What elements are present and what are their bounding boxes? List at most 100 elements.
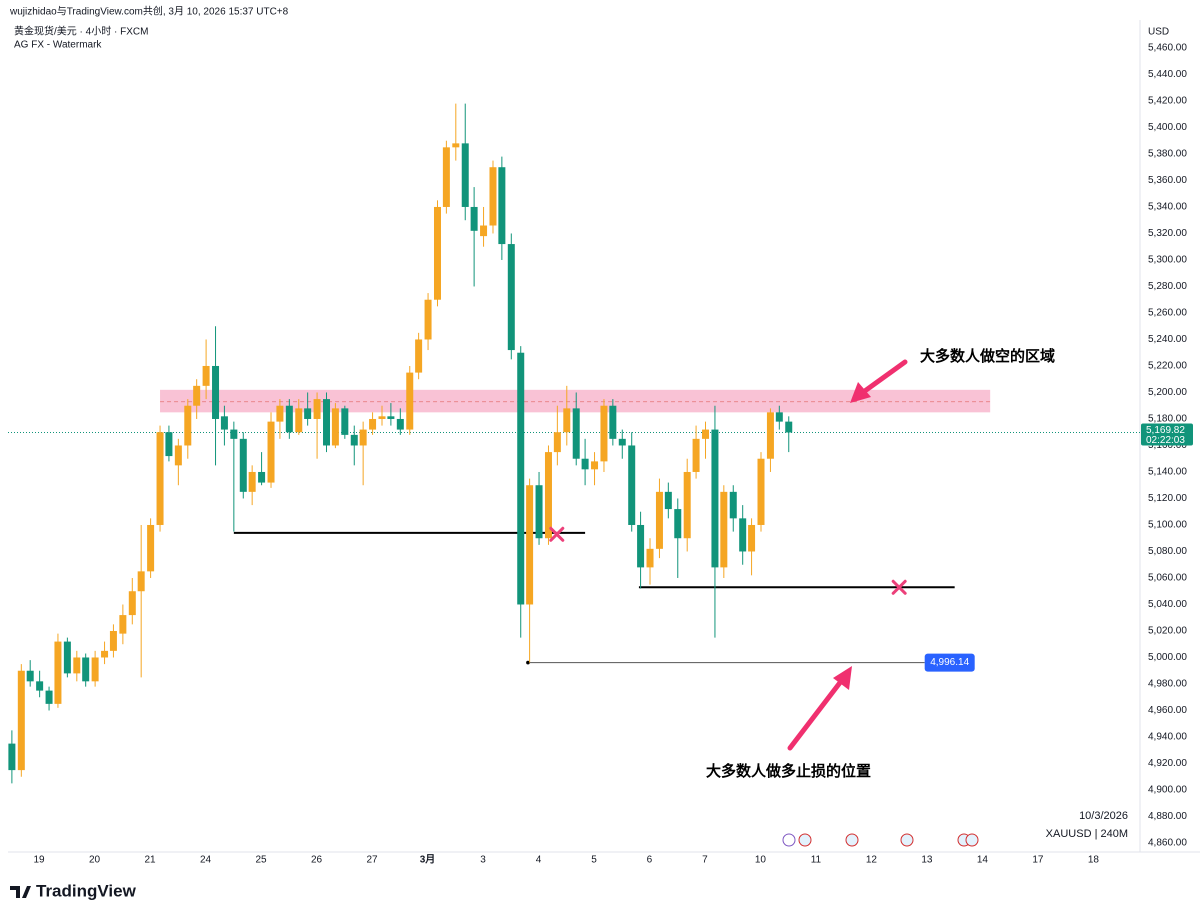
y-tick-label: 5,080.00: [1148, 546, 1187, 557]
y-tick-label: 5,400.00: [1148, 122, 1187, 133]
x-tick-label: 27: [366, 855, 378, 866]
date: 10/3/2026: [1079, 810, 1128, 822]
y-tick-label: 5,220.00: [1148, 361, 1187, 372]
candle-body: [461, 143, 469, 207]
y-tick-label: 5,200.00: [1148, 387, 1187, 398]
y-tick-label: 5,240.00: [1148, 334, 1187, 345]
y-tick-label: 5,020.00: [1148, 626, 1187, 637]
low-label: 4,996.14: [930, 657, 969, 668]
candle-body: [202, 365, 210, 386]
y-tick-label: 5,060.00: [1148, 573, 1187, 584]
candle-body: [396, 418, 404, 430]
candle-body: [147, 524, 155, 572]
indicator: AG FX - Watermark: [14, 40, 102, 51]
candle-body: [757, 458, 765, 525]
candle-body: [304, 408, 312, 419]
candle-body: [128, 591, 136, 616]
candle-body: [119, 615, 127, 634]
low-label-box: [924, 653, 975, 672]
candle-body: [323, 399, 331, 446]
y-tick-label: 4,940.00: [1148, 732, 1187, 743]
candle-body: [359, 429, 367, 446]
y-tick-label: 4,920.00: [1148, 758, 1187, 769]
x-tick-label: 21: [144, 855, 156, 866]
candle-body: [82, 657, 90, 682]
x-tick-label: 4: [536, 855, 542, 866]
annotation: 大多数人做空的区域: [920, 347, 1055, 365]
x-tick-label: 24: [200, 855, 212, 866]
candle-body: [36, 681, 44, 691]
candle-body: [184, 405, 192, 446]
candle-body: [17, 670, 25, 771]
candle-body: [618, 438, 626, 446]
candle-body: [517, 352, 525, 605]
candle-body: [406, 372, 414, 430]
arrow-head: [850, 382, 871, 403]
y-tick-label: 4,980.00: [1148, 679, 1187, 690]
candle-body: [101, 650, 109, 658]
candle-body: [489, 167, 497, 226]
candle-body: [544, 452, 552, 539]
candle-body: [729, 491, 737, 519]
x-tick-label: 14: [977, 855, 989, 866]
candle-body: [785, 421, 793, 433]
x-tick-label: 10: [755, 855, 767, 866]
candle-body: [637, 524, 645, 568]
candle-body: [193, 385, 201, 406]
candle-body: [285, 405, 293, 433]
candle-body: [109, 630, 117, 651]
y-tick-label: 5,280.00: [1148, 281, 1187, 292]
candle-body: [470, 206, 478, 231]
y-tick-label: 5,420.00: [1148, 96, 1187, 107]
x-tick-label: 25: [255, 855, 267, 866]
candle-body: [628, 445, 636, 525]
candle-body: [295, 408, 303, 433]
candle-body: [267, 421, 275, 483]
x-tick-label: 18: [1088, 855, 1100, 866]
y-tick-label: 5,040.00: [1148, 599, 1187, 610]
candle-body: [683, 471, 691, 539]
candle-body: [775, 412, 783, 422]
y-tick-label: 5,320.00: [1148, 228, 1187, 239]
y-tick-label: 5,360.00: [1148, 175, 1187, 186]
arrow-head: [833, 666, 852, 690]
candle-body: [331, 408, 339, 446]
candle-body: [674, 509, 682, 539]
candle-body: [553, 432, 561, 453]
x-tick-label: 17: [1032, 855, 1044, 866]
x-tick-label: 20: [89, 855, 101, 866]
candle-body: [387, 416, 395, 419]
candle-body: [212, 365, 220, 419]
candle-body: [341, 408, 349, 435]
candle-body: [165, 432, 173, 457]
candle-body: [313, 399, 321, 419]
x-tick-label: 12: [866, 855, 878, 866]
candle-body: [748, 524, 756, 552]
annotation: 大多数人做多止损的位置: [706, 762, 871, 780]
x-tick-label: 7: [702, 855, 708, 866]
candle-body: [230, 429, 238, 439]
candle-body: [424, 299, 432, 340]
low-dot: [526, 660, 530, 665]
candle-body: [535, 485, 543, 539]
price-label: 5,169.82: [1146, 425, 1185, 436]
candle-body: [507, 244, 515, 351]
zone: [160, 389, 991, 413]
y-tick-label: 4,860.00: [1148, 838, 1187, 849]
y-tick-label: 4,880.00: [1148, 811, 1187, 822]
event-icons: [782, 833, 979, 847]
candle-body: [276, 405, 284, 422]
candle-body: [591, 461, 599, 470]
y-tick-label: 5,000.00: [1148, 652, 1187, 663]
candle-body: [26, 670, 34, 682]
candle-body: [702, 429, 710, 439]
candle-body: [258, 471, 266, 483]
y-tick-label: 4,900.00: [1148, 785, 1187, 796]
x-tick-label: 3: [480, 855, 486, 866]
cross-mark: [891, 579, 907, 595]
candle-body: [63, 641, 71, 674]
candle-body: [45, 690, 53, 704]
candle-body: [498, 167, 506, 245]
x-tick-label: 6: [647, 855, 653, 866]
candle-body: [220, 416, 228, 430]
